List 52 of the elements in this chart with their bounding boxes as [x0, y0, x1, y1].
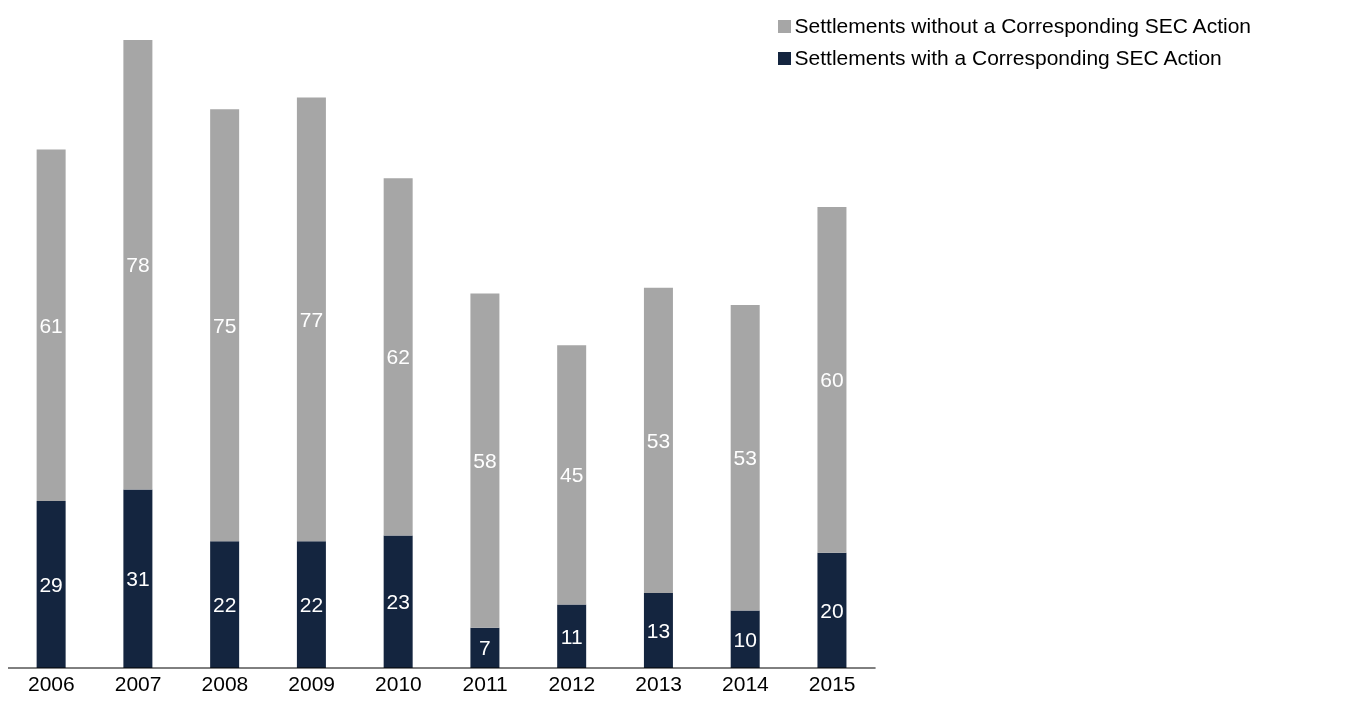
- data-label: 53: [733, 446, 757, 470]
- x-tick-label: 2009: [288, 671, 336, 695]
- x-tick-label: 2010: [375, 671, 422, 695]
- x-tick-label: 2007: [114, 671, 162, 695]
- data-label: 10: [733, 627, 757, 651]
- bar: [557, 345, 587, 605]
- bar: [643, 287, 673, 594]
- bar: [383, 535, 413, 668]
- bar: [36, 500, 66, 668]
- data-label: 75: [212, 313, 237, 337]
- data-label: 13: [646, 619, 671, 643]
- data-label: 77: [299, 307, 324, 331]
- data-label: 58: [473, 449, 497, 473]
- x-tick-label: 2006: [28, 671, 75, 695]
- x-tick-label: 2013: [635, 671, 683, 695]
- bar: [470, 293, 500, 628]
- bar: [470, 627, 500, 668]
- data-label: 62: [386, 345, 410, 369]
- x-tick-label: 2012: [548, 671, 596, 695]
- x-tick-label: 2008: [201, 671, 249, 695]
- data-label: 53: [646, 428, 671, 452]
- bar: [296, 97, 326, 542]
- bar: [210, 109, 240, 542]
- data-label: 22: [212, 593, 237, 617]
- x-tick-label: 2014: [722, 671, 770, 695]
- bar: [123, 40, 153, 490]
- bar: [296, 541, 326, 668]
- data-label: 7: [479, 636, 491, 660]
- bar: [817, 207, 847, 553]
- x-tick-label: 2011: [462, 671, 508, 695]
- data-label: 22: [299, 593, 324, 617]
- data-label: 23: [386, 590, 410, 614]
- data-label: 60: [820, 368, 844, 392]
- bar: [557, 604, 587, 668]
- bar: [730, 610, 760, 668]
- data-label: 31: [126, 567, 150, 591]
- legend-label: Settlements with a Corresponding SEC Action: [794, 46, 1222, 70]
- data-label: 61: [39, 313, 63, 337]
- data-label: 29: [39, 572, 63, 596]
- x-tick-label: 2015: [808, 671, 856, 695]
- bar: [730, 305, 760, 611]
- legend-label: Settlements without a Corresponding SEC Action: [794, 14, 1251, 38]
- data-label: 20: [820, 598, 844, 622]
- bar: [210, 541, 240, 668]
- bar: [817, 552, 847, 668]
- bar: [123, 489, 153, 668]
- bar: [383, 178, 413, 536]
- data-label: 78: [126, 253, 150, 277]
- data-label: 45: [560, 463, 584, 487]
- bar: [36, 149, 66, 501]
- bar: [643, 593, 673, 668]
- data-label: 11: [560, 624, 583, 648]
